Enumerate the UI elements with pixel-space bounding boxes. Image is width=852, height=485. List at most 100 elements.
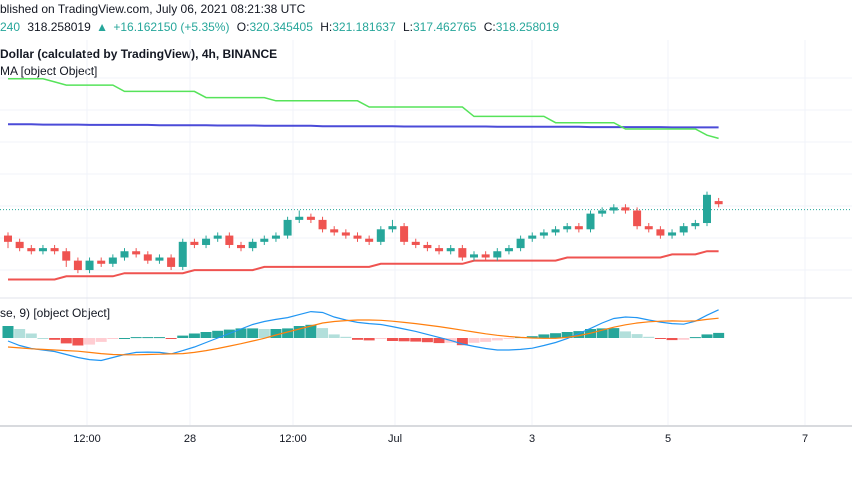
candle-body [15, 241, 24, 249]
candles [4, 191, 723, 274]
macd-bar [282, 328, 294, 338]
macd-bar [25, 333, 37, 338]
macd-bar [573, 331, 585, 338]
candle-body [85, 260, 94, 271]
macd-bar [503, 338, 515, 339]
macd-bar [596, 328, 608, 338]
candle-body [376, 229, 385, 242]
candle-body [714, 201, 723, 205]
candle-body [178, 241, 187, 267]
macd-histogram [2, 324, 725, 346]
change-value: +16.162150 (+5.35%) [113, 20, 230, 34]
candle-body [586, 213, 595, 230]
open-label: O: [236, 20, 250, 34]
candle-body [435, 248, 444, 252]
macd-legend: se, 9) [object Object] [0, 306, 111, 320]
candle-body [213, 235, 222, 239]
open-value: 320.345405 [249, 20, 313, 34]
x-tick-label: 12:00 [73, 433, 101, 445]
candle-body [283, 219, 292, 236]
high-label: H: [320, 20, 333, 34]
macd-bar [60, 338, 72, 344]
macd-bar [375, 338, 387, 339]
macd-bar [49, 338, 61, 340]
candle-body [190, 241, 199, 245]
macd-bar [433, 338, 445, 344]
macd-bar [247, 328, 259, 338]
macd-bar [258, 329, 270, 338]
candle-body [271, 235, 280, 239]
macd-bar [678, 338, 690, 340]
macd-bar [363, 338, 375, 341]
macd-bar [188, 333, 200, 338]
candle-body [27, 248, 36, 252]
candle-body [38, 248, 47, 252]
macd-bar [2, 326, 14, 338]
macd-bar [631, 334, 643, 338]
candle-body [423, 244, 432, 249]
candle-body [458, 248, 467, 258]
macd-bar [619, 331, 631, 338]
close-value: 318.258019 [495, 20, 560, 34]
candle-body [62, 251, 71, 261]
macd-bar [654, 338, 666, 339]
candle-body [516, 238, 525, 249]
candle-body [633, 210, 642, 227]
candle-body [644, 226, 653, 230]
macd-lines [7, 309, 719, 362]
candle-body [318, 219, 327, 230]
candle-body [295, 216, 304, 220]
symbol-price: 240 [0, 20, 21, 34]
candle-body [539, 232, 548, 236]
candle-body [446, 248, 455, 252]
candle-body [120, 251, 129, 258]
candle-body [306, 216, 315, 220]
candle-body [563, 226, 572, 230]
macd-bar [410, 338, 422, 342]
macd-bar [701, 334, 713, 338]
upper-line [8, 123, 719, 129]
candle-body [73, 260, 82, 271]
macd-bar [142, 337, 154, 339]
candle-body [330, 229, 339, 233]
candle-body [155, 257, 164, 261]
candle-body [4, 235, 12, 242]
close-label: C: [483, 20, 496, 34]
x-tick-label: 28 [184, 433, 196, 445]
macd-bar [177, 335, 189, 338]
macd-bar [235, 328, 247, 338]
candle-body [108, 257, 117, 264]
macd-bar [130, 337, 142, 339]
macd-bar [293, 326, 305, 338]
macd-bar [550, 333, 562, 338]
macd-bar [200, 332, 212, 338]
chart-title: Dollar (calculated by TradingView), 4h, … [0, 47, 278, 61]
macd-bar [84, 338, 96, 345]
candle-body [703, 194, 711, 224]
macd-bar [386, 338, 398, 341]
macd-bar [421, 338, 433, 343]
candle-body [202, 238, 211, 245]
signal-line [7, 317, 719, 356]
macd-bar [95, 338, 107, 342]
candle-body [260, 238, 269, 242]
candle-body [97, 260, 106, 264]
x-tick-label: Jul [388, 433, 402, 445]
macd-bar [538, 334, 550, 338]
candle-body [167, 257, 176, 267]
low-label: L: [402, 20, 413, 34]
x-tick-label: 12:00 [279, 433, 307, 445]
x-tick-label: 5 [665, 433, 671, 445]
macd-bar [165, 338, 177, 339]
high-value: 321.181637 [332, 20, 396, 34]
candle-body [132, 251, 141, 255]
macd-bar [666, 338, 678, 341]
candle-body [470, 254, 478, 258]
macd-bar [352, 338, 363, 340]
macd-bar [491, 338, 503, 341]
macd-bar [72, 338, 84, 346]
macd-bar [526, 336, 538, 338]
macd-bar [340, 336, 352, 338]
